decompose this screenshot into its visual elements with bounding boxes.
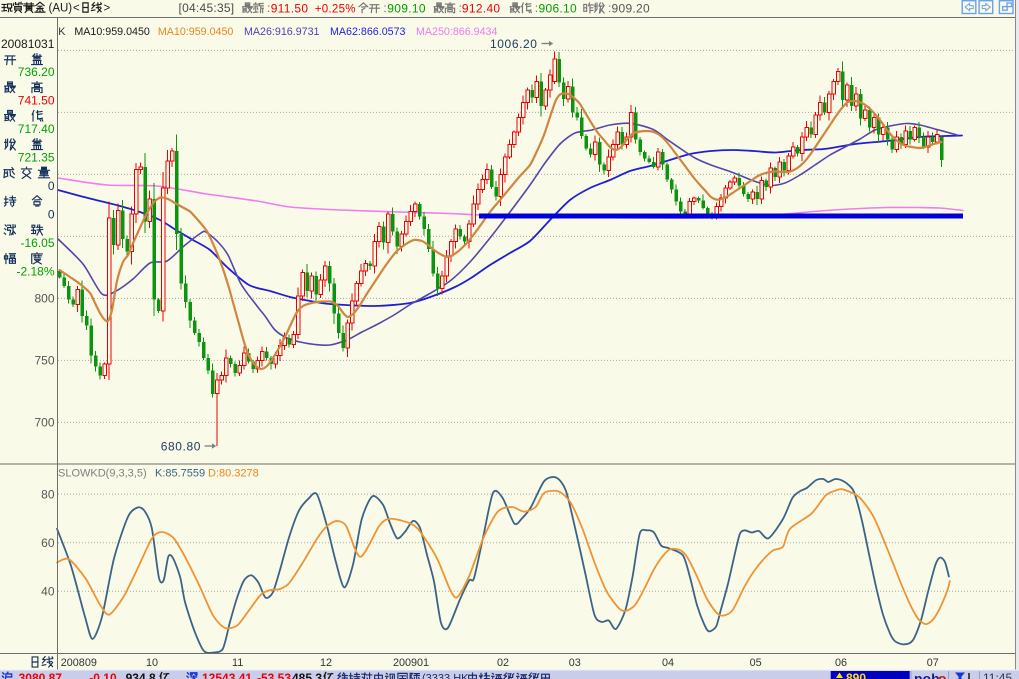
svg-text:0: 0: [48, 208, 55, 222]
svg-text:700: 700: [34, 416, 54, 430]
svg-text:741.50: 741.50: [18, 94, 55, 108]
svg-text:07: 07: [927, 657, 939, 669]
svg-text:911.50: 911.50: [271, 2, 309, 16]
svg-text:10: 10: [146, 657, 158, 669]
svg-text:60: 60: [41, 536, 55, 550]
svg-text::: :: [459, 1, 462, 15]
svg-text:-0.10: -0.10: [89, 671, 117, 679]
svg-text:736.20: 736.20: [18, 65, 55, 79]
svg-text:80: 80: [41, 487, 55, 501]
svg-text:(AU): (AU): [49, 3, 73, 15]
svg-text:912.40: 912.40: [462, 2, 501, 16]
svg-text:04: 04: [662, 657, 674, 669]
svg-text:SLOWKD(9,3,3,5): SLOWKD(9,3,3,5): [58, 468, 147, 480]
svg-text:03: 03: [569, 657, 581, 669]
svg-text:200901: 200901: [393, 657, 429, 669]
svg-text::: :: [608, 1, 611, 15]
svg-text:0: 0: [48, 179, 55, 193]
svg-text:>: >: [104, 3, 111, 15]
svg-text:800: 800: [34, 292, 54, 306]
svg-text:D:80.3278: D:80.3278: [208, 468, 259, 480]
svg-text:680.80: 680.80: [161, 440, 201, 454]
svg-text:906.10: 906.10: [539, 2, 578, 16]
svg-text:20081031: 20081031: [1, 37, 55, 51]
svg-text:-53.53: -53.53: [257, 671, 291, 679]
svg-text:11: 11: [232, 657, 243, 669]
svg-text:+0.25%: +0.25%: [315, 4, 356, 16]
svg-text:934.8: 934.8: [126, 671, 156, 679]
svg-text::: :: [383, 1, 386, 15]
svg-text:909.10: 909.10: [387, 2, 426, 16]
svg-text:pob: pob: [914, 671, 940, 679]
svg-text:(3333.HK: (3333.HK: [422, 673, 469, 679]
svg-text:[04:45:35]: [04:45:35]: [179, 1, 235, 15]
svg-text:1006.20: 1006.20: [490, 37, 538, 51]
svg-text:MA250:866.9434: MA250:866.9434: [416, 26, 497, 38]
svg-text:12543.41: 12543.41: [202, 671, 252, 679]
svg-text:05: 05: [750, 657, 762, 669]
svg-text:K:85.7559: K:85.7559: [155, 468, 205, 480]
svg-text::: :: [535, 1, 538, 15]
svg-text:K: K: [58, 26, 66, 38]
svg-text:3080.87: 3080.87: [19, 671, 63, 679]
svg-text:06: 06: [835, 657, 847, 669]
svg-text:200809: 200809: [61, 657, 97, 669]
svg-text:-2.18%: -2.18%: [16, 265, 54, 279]
svg-text:MA10:959.0450: MA10:959.0450: [74, 26, 150, 38]
svg-text:909.20: 909.20: [612, 2, 651, 16]
svg-text:485.3: 485.3: [292, 671, 322, 679]
svg-text::: :: [267, 1, 270, 15]
svg-text:721.35: 721.35: [18, 151, 55, 165]
svg-text:11:45: 11:45: [983, 671, 1012, 679]
svg-text:890: 890: [846, 671, 866, 679]
svg-text:o: o: [938, 671, 947, 679]
svg-text:02: 02: [497, 657, 509, 669]
svg-text:MA62:866.0573: MA62:866.0573: [330, 26, 406, 38]
svg-text:717.40: 717.40: [18, 122, 55, 136]
svg-text:MA10:959.0450: MA10:959.0450: [158, 26, 234, 38]
svg-text:12: 12: [320, 657, 332, 669]
svg-text:40: 40: [41, 585, 55, 599]
svg-text:750: 750: [34, 354, 54, 368]
svg-text:-16.05: -16.05: [20, 236, 54, 250]
svg-text:MA26:916.9731: MA26:916.9731: [244, 26, 320, 38]
svg-text:<: <: [73, 3, 80, 15]
